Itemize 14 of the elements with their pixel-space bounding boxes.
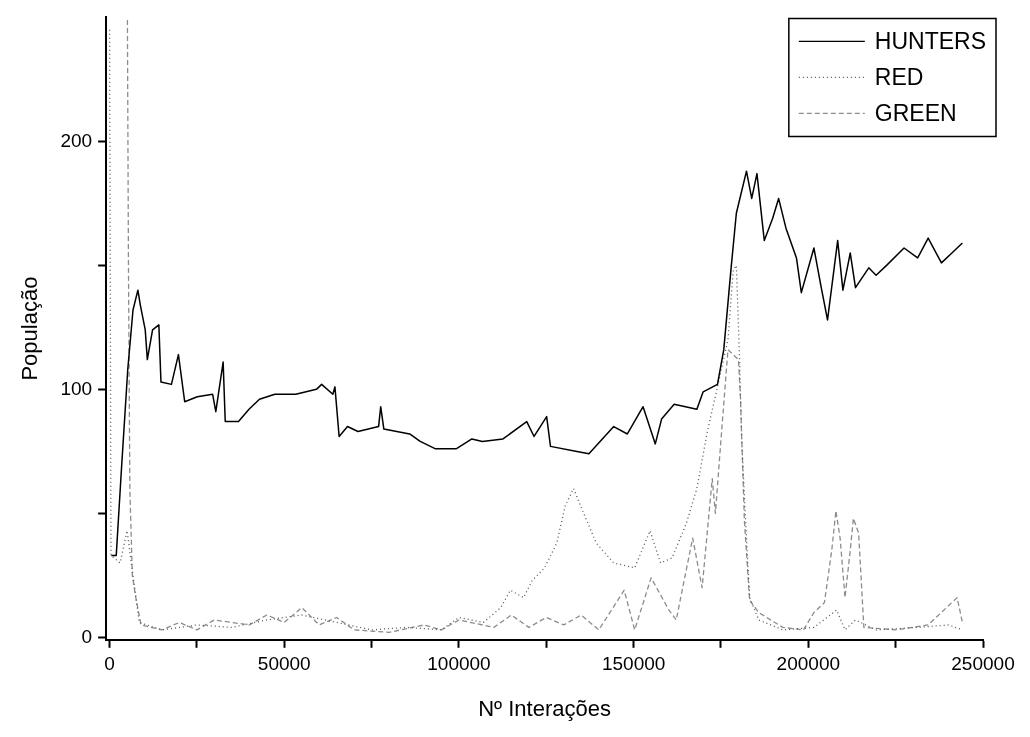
x-tick-label: 200000 xyxy=(776,653,841,675)
x-axis-title: Nº Interações xyxy=(478,695,611,721)
y-tick-label: 200 xyxy=(60,129,93,151)
legend-label: GREEN xyxy=(874,99,957,126)
legend-label: RED xyxy=(874,63,924,90)
x-tick-label: 100000 xyxy=(427,653,491,675)
x-tick-label: 50000 xyxy=(257,653,311,675)
legend-label: HUNTERS xyxy=(874,27,986,54)
x-tick-label: 250000 xyxy=(951,653,1015,675)
y-axis-title: População xyxy=(17,276,43,381)
x-tick-label: 0 xyxy=(104,653,115,675)
x-tick-label: 150000 xyxy=(601,653,666,675)
y-tick-label: 100 xyxy=(60,377,93,399)
y-tick-label: 0 xyxy=(81,625,93,647)
